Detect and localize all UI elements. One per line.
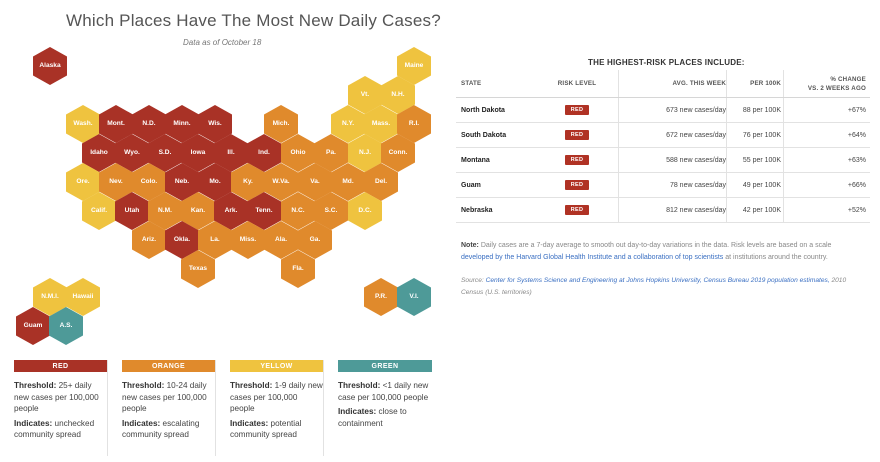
legend-threshold-label: Threshold: (230, 381, 273, 390)
footnote: Note: Daily cases are a 7-day average to… (461, 240, 861, 264)
legend-green-bar: GREEN (338, 360, 432, 372)
table-row: Montana RED 588 new cases/day 55 per 100… (456, 148, 870, 173)
page-title: Which Places Have The Most New Daily Cas… (66, 11, 441, 30)
risk-badge: RED (564, 105, 590, 115)
legend-orange-bar: ORANGE (122, 360, 215, 372)
legend-threshold-label: Threshold: (122, 381, 165, 390)
legend-orange-threshold: 10-24 daily new cases per 100,000 people (122, 381, 207, 413)
row-avg: 78 new cases/day (669, 181, 726, 189)
row-per: 42 per 100K (742, 206, 781, 214)
legend-indicates-label: Indicates: (338, 407, 377, 416)
row-change: +67% (847, 106, 866, 114)
harvard-scale-link[interactable]: developed by the Harvard Global Health I… (461, 254, 724, 261)
hex-a-s[interactable]: A.S. (49, 307, 83, 345)
data-date: Data as of October 18 (183, 38, 262, 47)
row-per: 76 per 100K (742, 131, 781, 139)
row-avg: 672 new cases/day (666, 131, 726, 139)
legend-orange: ORANGE Threshold: 10-24 daily new cases … (122, 360, 216, 456)
legend-orange-indicates: escalating community spread (122, 418, 200, 440)
note-tail: at institutions around the country. (725, 254, 828, 261)
hex-v-i[interactable]: V.I. (397, 278, 431, 316)
source-line: Source: Center for Systems Science and E… (461, 275, 866, 299)
hex-map: Alaska Maine Vt. N.H. Wash. Mont. N.D. Minn. Wis… (0, 0, 450, 350)
row-per: 49 per 100K (742, 181, 781, 189)
col-change-line1: % CHANGE (830, 75, 866, 83)
legend-yellow-indicates: potential community spread (230, 418, 302, 440)
hex-texas[interactable]: Texas (181, 250, 215, 288)
legend-red-bar: RED (14, 360, 107, 372)
col-change-line2: VS. 2 WEEKS AGO (807, 84, 866, 92)
row-avg: 588 new cases/day (666, 156, 726, 164)
col-avg: AVG. THIS WEEK (672, 80, 726, 87)
legend-green-indicates: close to containment (338, 407, 407, 428)
col-risk: RISK LEVEL (557, 80, 597, 87)
row-state: North Dakota (461, 106, 505, 114)
risk-badge: RED (564, 205, 590, 215)
hex-hawaii[interactable]: Hawaii (66, 278, 100, 316)
row-avg: 673 new cases/day (666, 106, 726, 114)
note-text: Daily cases are a 7-day average to smoot… (480, 242, 832, 249)
legend-indicates-label: Indicates: (230, 418, 269, 428)
row-change: +63% (847, 156, 866, 164)
legend-red-indicates: unchecked community spread (14, 418, 95, 440)
hex-guam[interactable]: Guam (16, 307, 50, 345)
table-header-row: STATE RISK LEVEL AVG. THIS WEEK PER 100K… (456, 70, 870, 98)
row-state: South Dakota (461, 131, 507, 139)
source-link[interactable]: Center for Systems Science and Engineeri… (485, 277, 830, 284)
source-label: Source: (461, 277, 484, 284)
risk-badge: RED (564, 180, 590, 190)
highest-risk-table: STATE RISK LEVEL AVG. THIS WEEK PER 100K… (456, 70, 870, 223)
hex-alaska[interactable]: Alaska (33, 47, 67, 85)
table-row: Guam RED 78 new cases/day 49 per 100K +6… (456, 173, 870, 198)
row-avg: 812 new cases/day (666, 206, 726, 214)
col-change: % CHANGE VS. 2 WEEKS AGO (786, 70, 866, 97)
legend-indicates-label: Indicates: (14, 418, 53, 428)
row-change: +66% (847, 181, 866, 189)
legend-indicates-label: Indicates: (122, 418, 161, 428)
col-state: STATE (461, 80, 482, 87)
row-state: Montana (461, 156, 490, 164)
legend-threshold-label: Threshold: (338, 381, 381, 390)
source-tail: 2010 Census (U.S. territories) (461, 277, 847, 296)
legend-yellow: YELLOW Threshold: 1-9 daily new cases pe… (230, 360, 324, 456)
risk-badge: RED (564, 130, 590, 140)
legend-green-threshold: <1 daily new case per 100,000 people (338, 381, 429, 402)
legend-red-threshold: 25+ daily new cases per 100,000 people (14, 381, 99, 413)
table-row: South Dakota RED 672 new cases/day 76 pe… (456, 123, 870, 148)
row-change: +52% (847, 206, 866, 214)
row-per: 55 per 100K (742, 156, 781, 164)
row-state: Guam (461, 181, 481, 189)
row-per: 88 per 100K (742, 106, 781, 114)
legend-yellow-bar: YELLOW (230, 360, 323, 372)
note-label: Note: (461, 242, 479, 249)
row-change: +64% (847, 131, 866, 139)
hex-p-r[interactable]: P.R. (364, 278, 398, 316)
risk-legend: RED Threshold: 25+ daily new cases per 1… (14, 360, 434, 456)
legend-green: GREEN Threshold: <1 daily new case per 1… (338, 360, 432, 456)
table-title: THE HIGHEST-RISK PLACES INCLUDE: (588, 58, 745, 67)
hex-fla[interactable]: Fla. (281, 250, 315, 288)
col-per: PER 100K (750, 80, 781, 87)
risk-badge: RED (564, 155, 590, 165)
table-row: North Dakota RED 673 new cases/day 88 pe… (456, 98, 870, 123)
legend-threshold-label: Threshold: (14, 381, 57, 390)
legend-red: RED Threshold: 25+ daily new cases per 1… (14, 360, 108, 456)
row-state: Nebraska (461, 206, 493, 214)
legend-yellow-threshold: 1-9 daily new cases per 100,000 people (230, 381, 323, 413)
table-row: Nebraska RED 812 new cases/day 42 per 10… (456, 198, 870, 223)
